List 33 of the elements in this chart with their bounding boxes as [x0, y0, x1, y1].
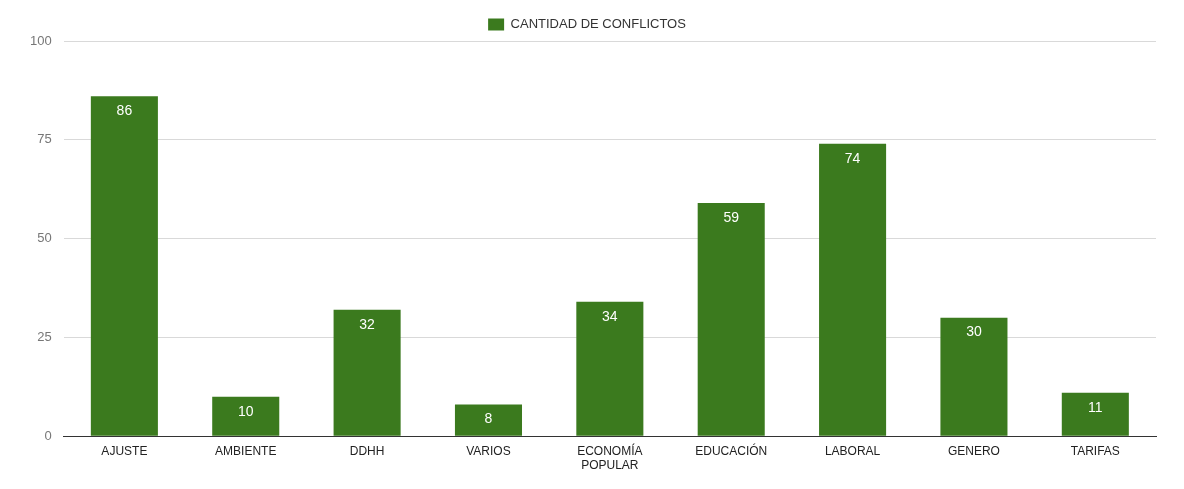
y-tick-label: 100: [29, 32, 52, 48]
bar: [212, 396, 280, 436]
x-tick-label: GENERO: [947, 443, 1000, 458]
x-tick-label: LABORAL: [824, 443, 881, 458]
bar: [333, 309, 401, 436]
y-tick-label: 25: [37, 328, 52, 344]
y-tick-label: 75: [37, 131, 52, 147]
y-tick-label: 50: [37, 230, 52, 246]
data-label: 34: [602, 307, 618, 324]
x-tick-label: AMBIENTE: [215, 443, 277, 458]
data-label: 30: [966, 323, 982, 340]
y-tick-label: 0: [44, 427, 52, 443]
x-tick-label: VARIOS: [466, 443, 511, 458]
x-tick-label: TARIFAS: [1070, 443, 1120, 458]
bar: [940, 317, 1008, 436]
bar: [90, 96, 158, 436]
bar: [697, 203, 765, 436]
bar: [576, 301, 644, 436]
x-tick-label: ECONOMÍA POPULAR: [577, 442, 643, 473]
data-label: 11: [1088, 398, 1103, 415]
legend-label: CANTIDAD DE CONFLICTOS: [510, 16, 687, 32]
data-label: 32: [359, 315, 376, 332]
x-tick-label: AJUSTE: [101, 443, 148, 458]
data-label: 74: [844, 149, 861, 166]
x-tick-label: DDHH: [349, 443, 385, 458]
data-label: 10: [237, 402, 254, 419]
x-tick-label: EDUCACIÓN: [695, 442, 768, 458]
data-label: 59: [723, 208, 740, 225]
bar: [454, 404, 523, 436]
bar: [819, 143, 887, 436]
data-label: 86: [116, 102, 133, 119]
data-label: 8: [484, 410, 493, 427]
bar: [1061, 392, 1129, 436]
